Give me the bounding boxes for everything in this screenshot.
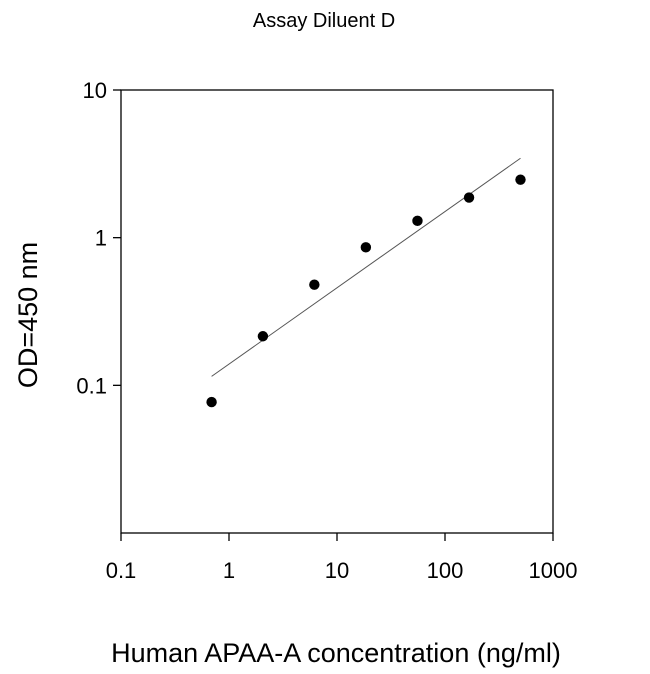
y-axis-label: OD=450 nm	[13, 242, 43, 388]
x-tick-label: 0.1	[106, 558, 137, 583]
data-point	[309, 279, 320, 290]
x-tick-label: 1	[223, 558, 235, 583]
data-point	[412, 215, 423, 227]
x-tick-label: 100	[427, 558, 464, 583]
x-axis: 0.1 1 10 100 1000	[106, 533, 578, 583]
plot-border	[120, 89, 554, 534]
fit-line-layer	[211, 157, 521, 377]
data-point	[206, 396, 217, 408]
fit-line	[211, 157, 521, 377]
plot-frame	[120, 89, 554, 534]
data-point	[515, 174, 526, 185]
x-axis-label: Human APAA-A concentration (ng/ml)	[111, 638, 561, 668]
y-tick-label: 10	[83, 78, 107, 103]
data-points	[206, 174, 526, 408]
y-axis: 0.1 1 10	[76, 78, 121, 398]
data-point	[463, 192, 475, 203]
y-tick-label: 1	[95, 226, 107, 251]
x-tick-label: 1000	[529, 558, 578, 583]
data-point	[257, 331, 269, 342]
data-point	[360, 242, 372, 253]
x-tick-label: 10	[325, 558, 349, 583]
y-tick-label: 0.1	[76, 373, 107, 398]
chart-title: Assay Diluent D	[253, 10, 395, 32]
